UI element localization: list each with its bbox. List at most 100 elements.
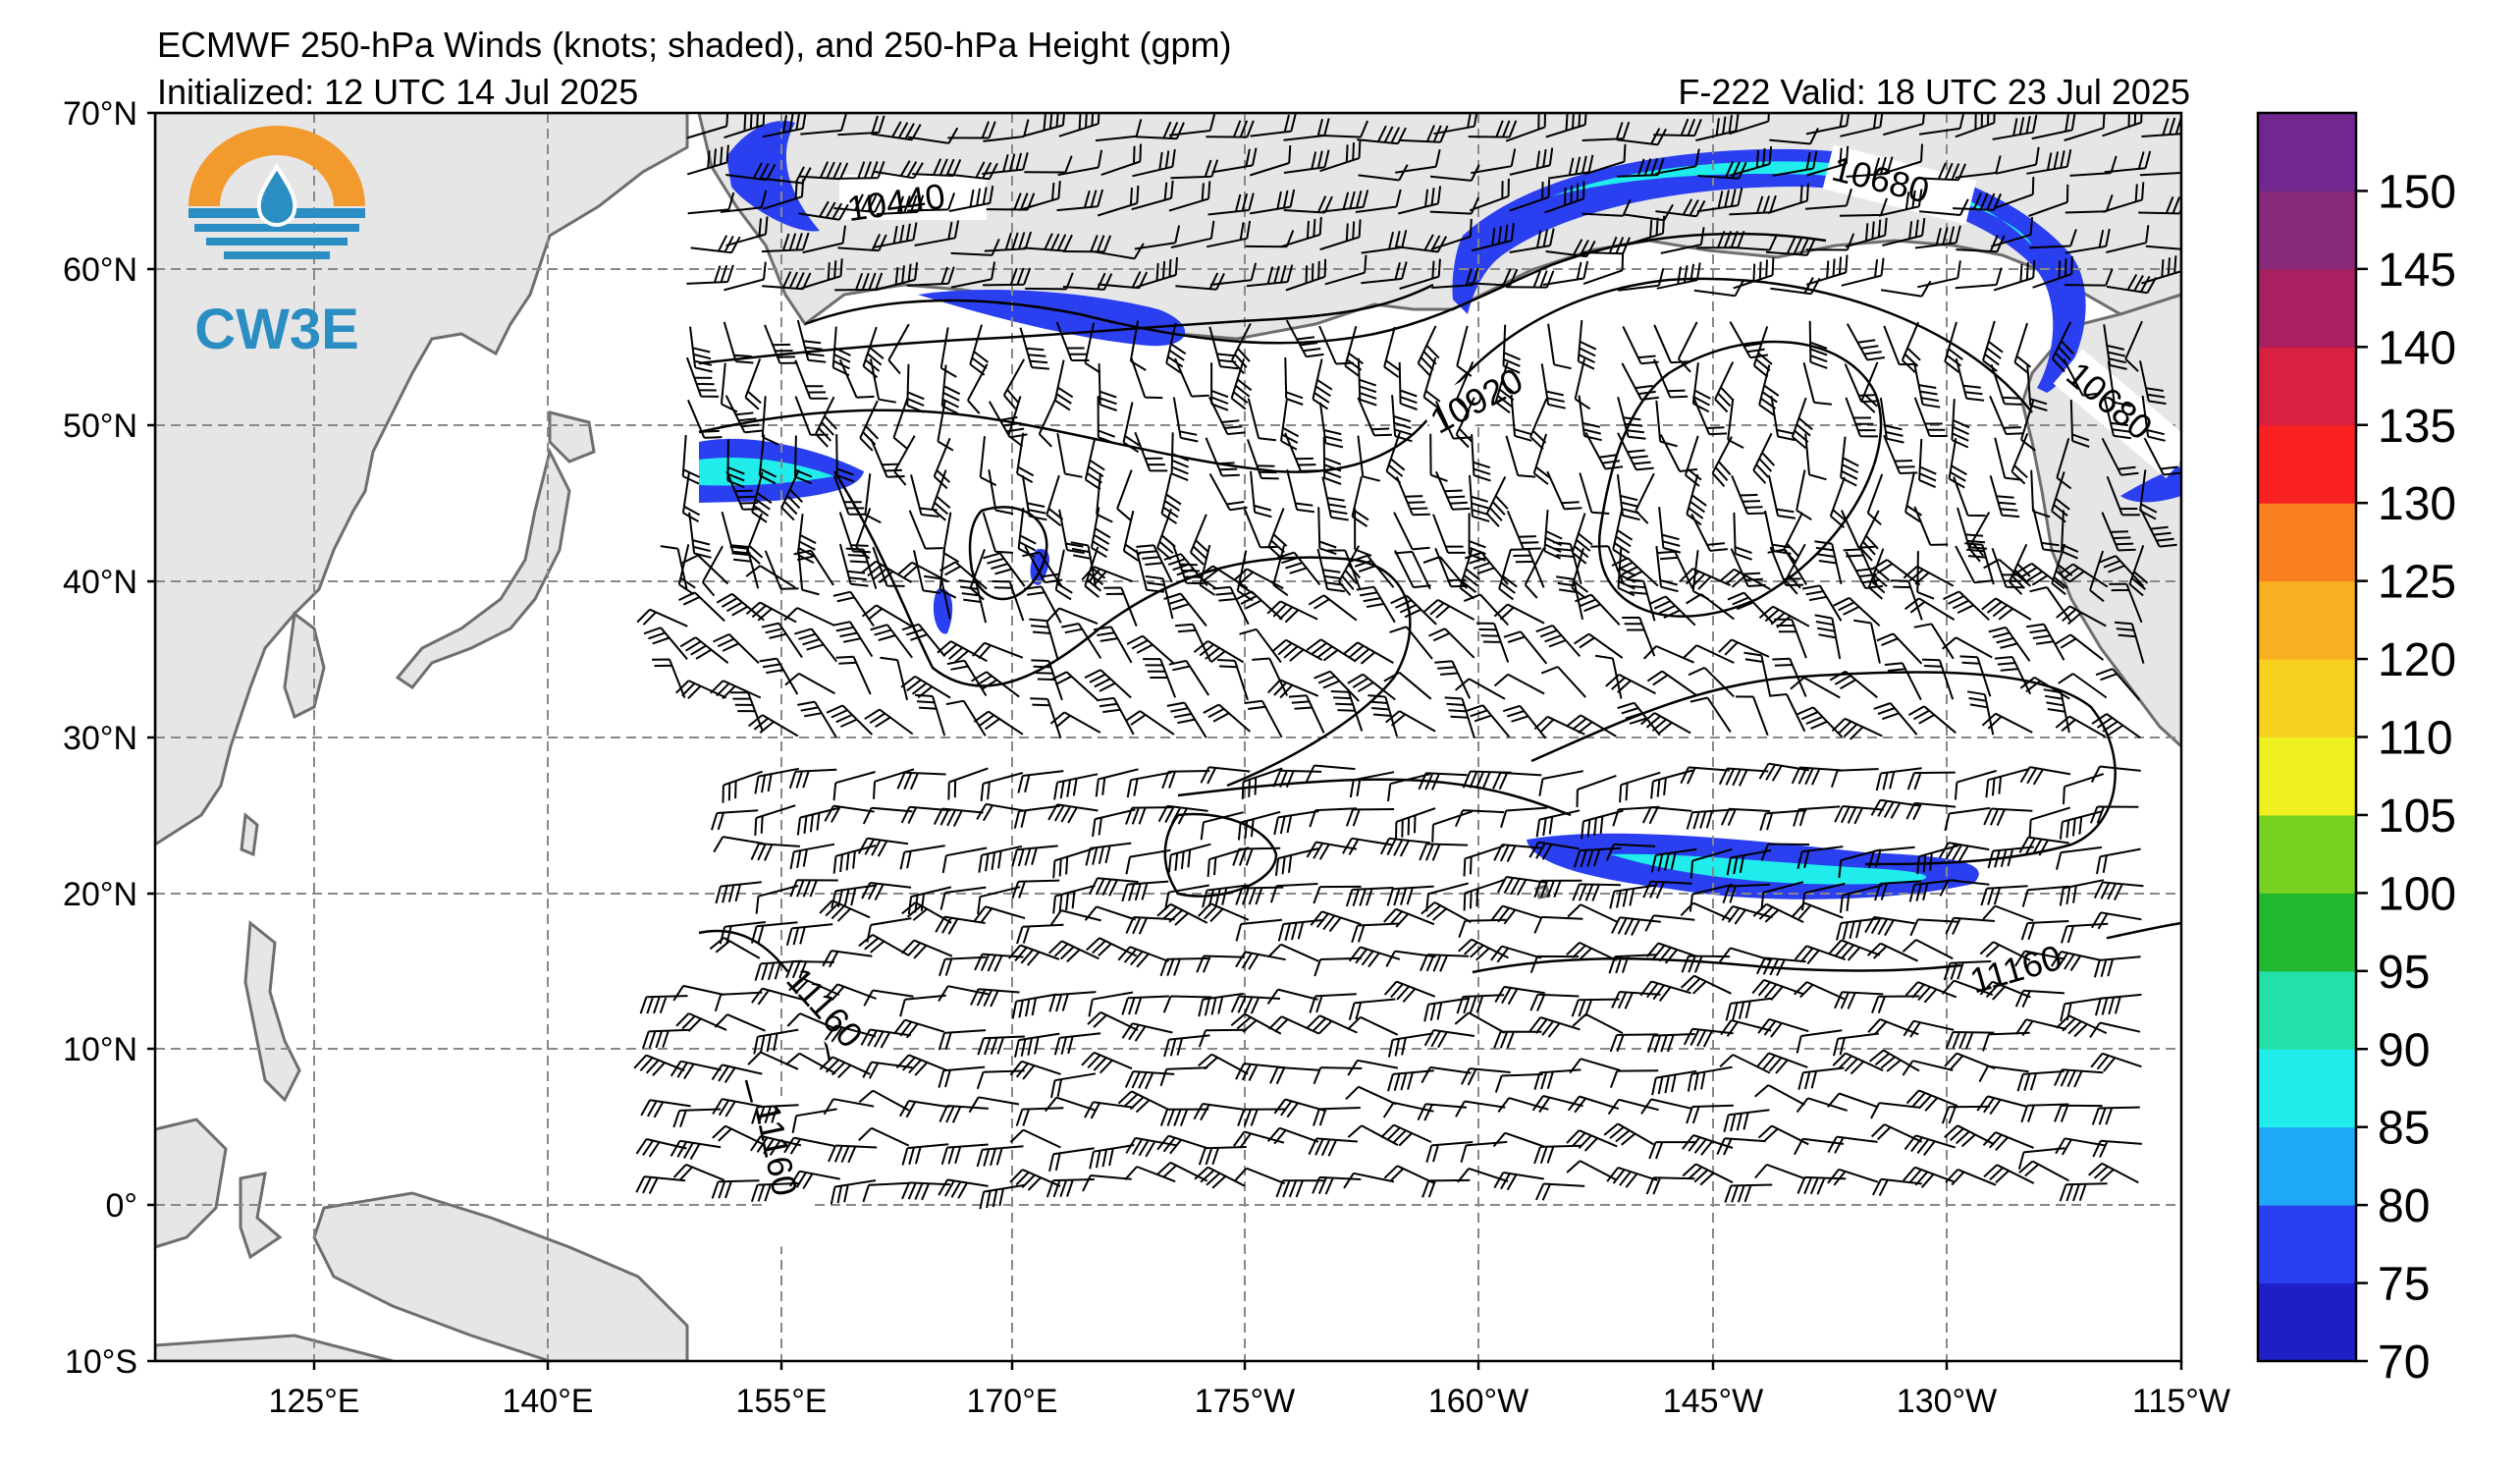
wind-barb <box>1395 807 1436 840</box>
wind-barb <box>1460 1140 1508 1163</box>
wind-barb <box>1723 1109 1770 1133</box>
wind-barb <box>1200 766 1251 785</box>
wind-barb <box>1209 262 1258 286</box>
wind-barb <box>1505 270 1555 289</box>
wind-barb <box>1007 396 1024 448</box>
wind-barb <box>1009 1169 1061 1191</box>
wind-barb <box>1882 217 1926 246</box>
wind-barb <box>2090 765 2141 784</box>
wind-barb <box>712 1098 763 1118</box>
wind-barb <box>1642 645 1694 664</box>
wind-barb <box>681 554 729 585</box>
wind-barb <box>1831 717 1883 740</box>
map-content: 10440 10680 10920 10680 11160 11160 1116… <box>155 113 2181 1361</box>
wind-barb <box>1396 234 1448 253</box>
wind-barb <box>796 319 827 363</box>
wind-barb <box>1754 1084 1805 1106</box>
wind-barb <box>2103 395 2132 440</box>
wind-barb <box>1235 590 1283 621</box>
wind-barb <box>1616 474 1640 521</box>
wind-barb <box>1423 1029 1475 1049</box>
wind-barb <box>1814 540 1843 585</box>
wind-barb <box>1085 842 1132 866</box>
wind-barb <box>1796 846 1844 870</box>
wind-barb <box>860 1028 911 1049</box>
colorbar-tick-label: 110 <box>2378 713 2453 765</box>
wind-barb <box>1239 627 1282 664</box>
wind-barb <box>1062 272 1113 291</box>
wind-barb <box>672 1163 725 1181</box>
wind-barb <box>1913 506 1949 546</box>
wind-barb <box>729 545 760 589</box>
colorbar-tick-label: 145 <box>2378 245 2456 297</box>
wind-barb <box>1167 843 1211 873</box>
wind-barb <box>1493 603 1545 625</box>
wind-barb <box>976 1145 1024 1168</box>
wind-barb <box>1420 954 1470 972</box>
wind-barb <box>761 622 803 658</box>
wind-barb <box>1193 1103 1244 1121</box>
wind-barb <box>1840 436 1859 487</box>
wind-barb <box>1724 1183 1773 1203</box>
wind-barb <box>789 879 838 898</box>
colorbar-tick-label: 85 <box>2378 1103 2430 1155</box>
wind-barb <box>1459 548 1481 600</box>
wind-barb <box>1655 148 1700 175</box>
wind-barb <box>1348 946 1401 968</box>
wind-barb <box>1425 1141 1474 1163</box>
wind-barb <box>1324 254 1367 286</box>
wind-barb <box>1939 879 1990 897</box>
wind-barb <box>1423 997 1470 1022</box>
wind-barb <box>1206 220 1252 248</box>
wind-barb <box>1313 885 1362 904</box>
wind-barb <box>2008 543 2031 596</box>
wind-barb <box>831 884 878 908</box>
wind-barb <box>1572 883 1621 901</box>
wind-barb <box>1121 1022 1173 1042</box>
wind-barb <box>1309 993 1357 1013</box>
wind-barb <box>780 469 804 521</box>
wind-barb <box>1356 585 1396 624</box>
wind-barb <box>1308 594 1358 622</box>
wind-barb <box>1469 474 1490 522</box>
wind-barb <box>986 192 1036 211</box>
wind-barb <box>948 186 994 212</box>
wind-barb <box>1096 696 1135 736</box>
wind-barb <box>1505 113 1546 142</box>
wind-barb <box>761 232 810 253</box>
wind-barb <box>1727 398 1744 449</box>
wind-barb <box>958 579 988 624</box>
wind-barb <box>1048 991 1097 1012</box>
wind-barb <box>1573 846 1622 868</box>
wind-barb <box>1464 551 1509 585</box>
wind-barb <box>1733 257 1775 290</box>
wind-barb <box>1156 902 1208 926</box>
wind-barb <box>1982 1131 2034 1151</box>
wind-barb <box>1430 218 1473 250</box>
wind-barb <box>1796 1029 1843 1054</box>
wind-barb <box>1577 320 1597 370</box>
wind-barb <box>1233 568 1284 590</box>
wind-barb <box>1616 128 1667 146</box>
lat-label-60n: 60°N <box>63 251 137 289</box>
wind-barb <box>1836 917 1883 941</box>
wind-barb <box>786 1012 838 1031</box>
wind-barb <box>674 680 727 700</box>
wind-barb <box>913 550 941 594</box>
wind-barb <box>1839 197 1888 217</box>
wind-barb <box>750 843 800 861</box>
wind-barb <box>1015 1107 1064 1126</box>
wind-barb <box>901 1181 951 1201</box>
wind-barb <box>939 327 957 378</box>
wind-barb <box>914 693 946 736</box>
wind-barb <box>832 771 876 801</box>
wind-barb <box>2091 1106 2140 1125</box>
wind-barb <box>1758 364 1780 416</box>
wind-barb <box>1502 324 1521 374</box>
wind-barb <box>1318 402 1344 449</box>
wind-barb <box>893 435 916 486</box>
wind-barb <box>1718 767 1769 787</box>
wind-barb <box>1796 1175 1847 1195</box>
wind-barb <box>1136 544 1173 583</box>
